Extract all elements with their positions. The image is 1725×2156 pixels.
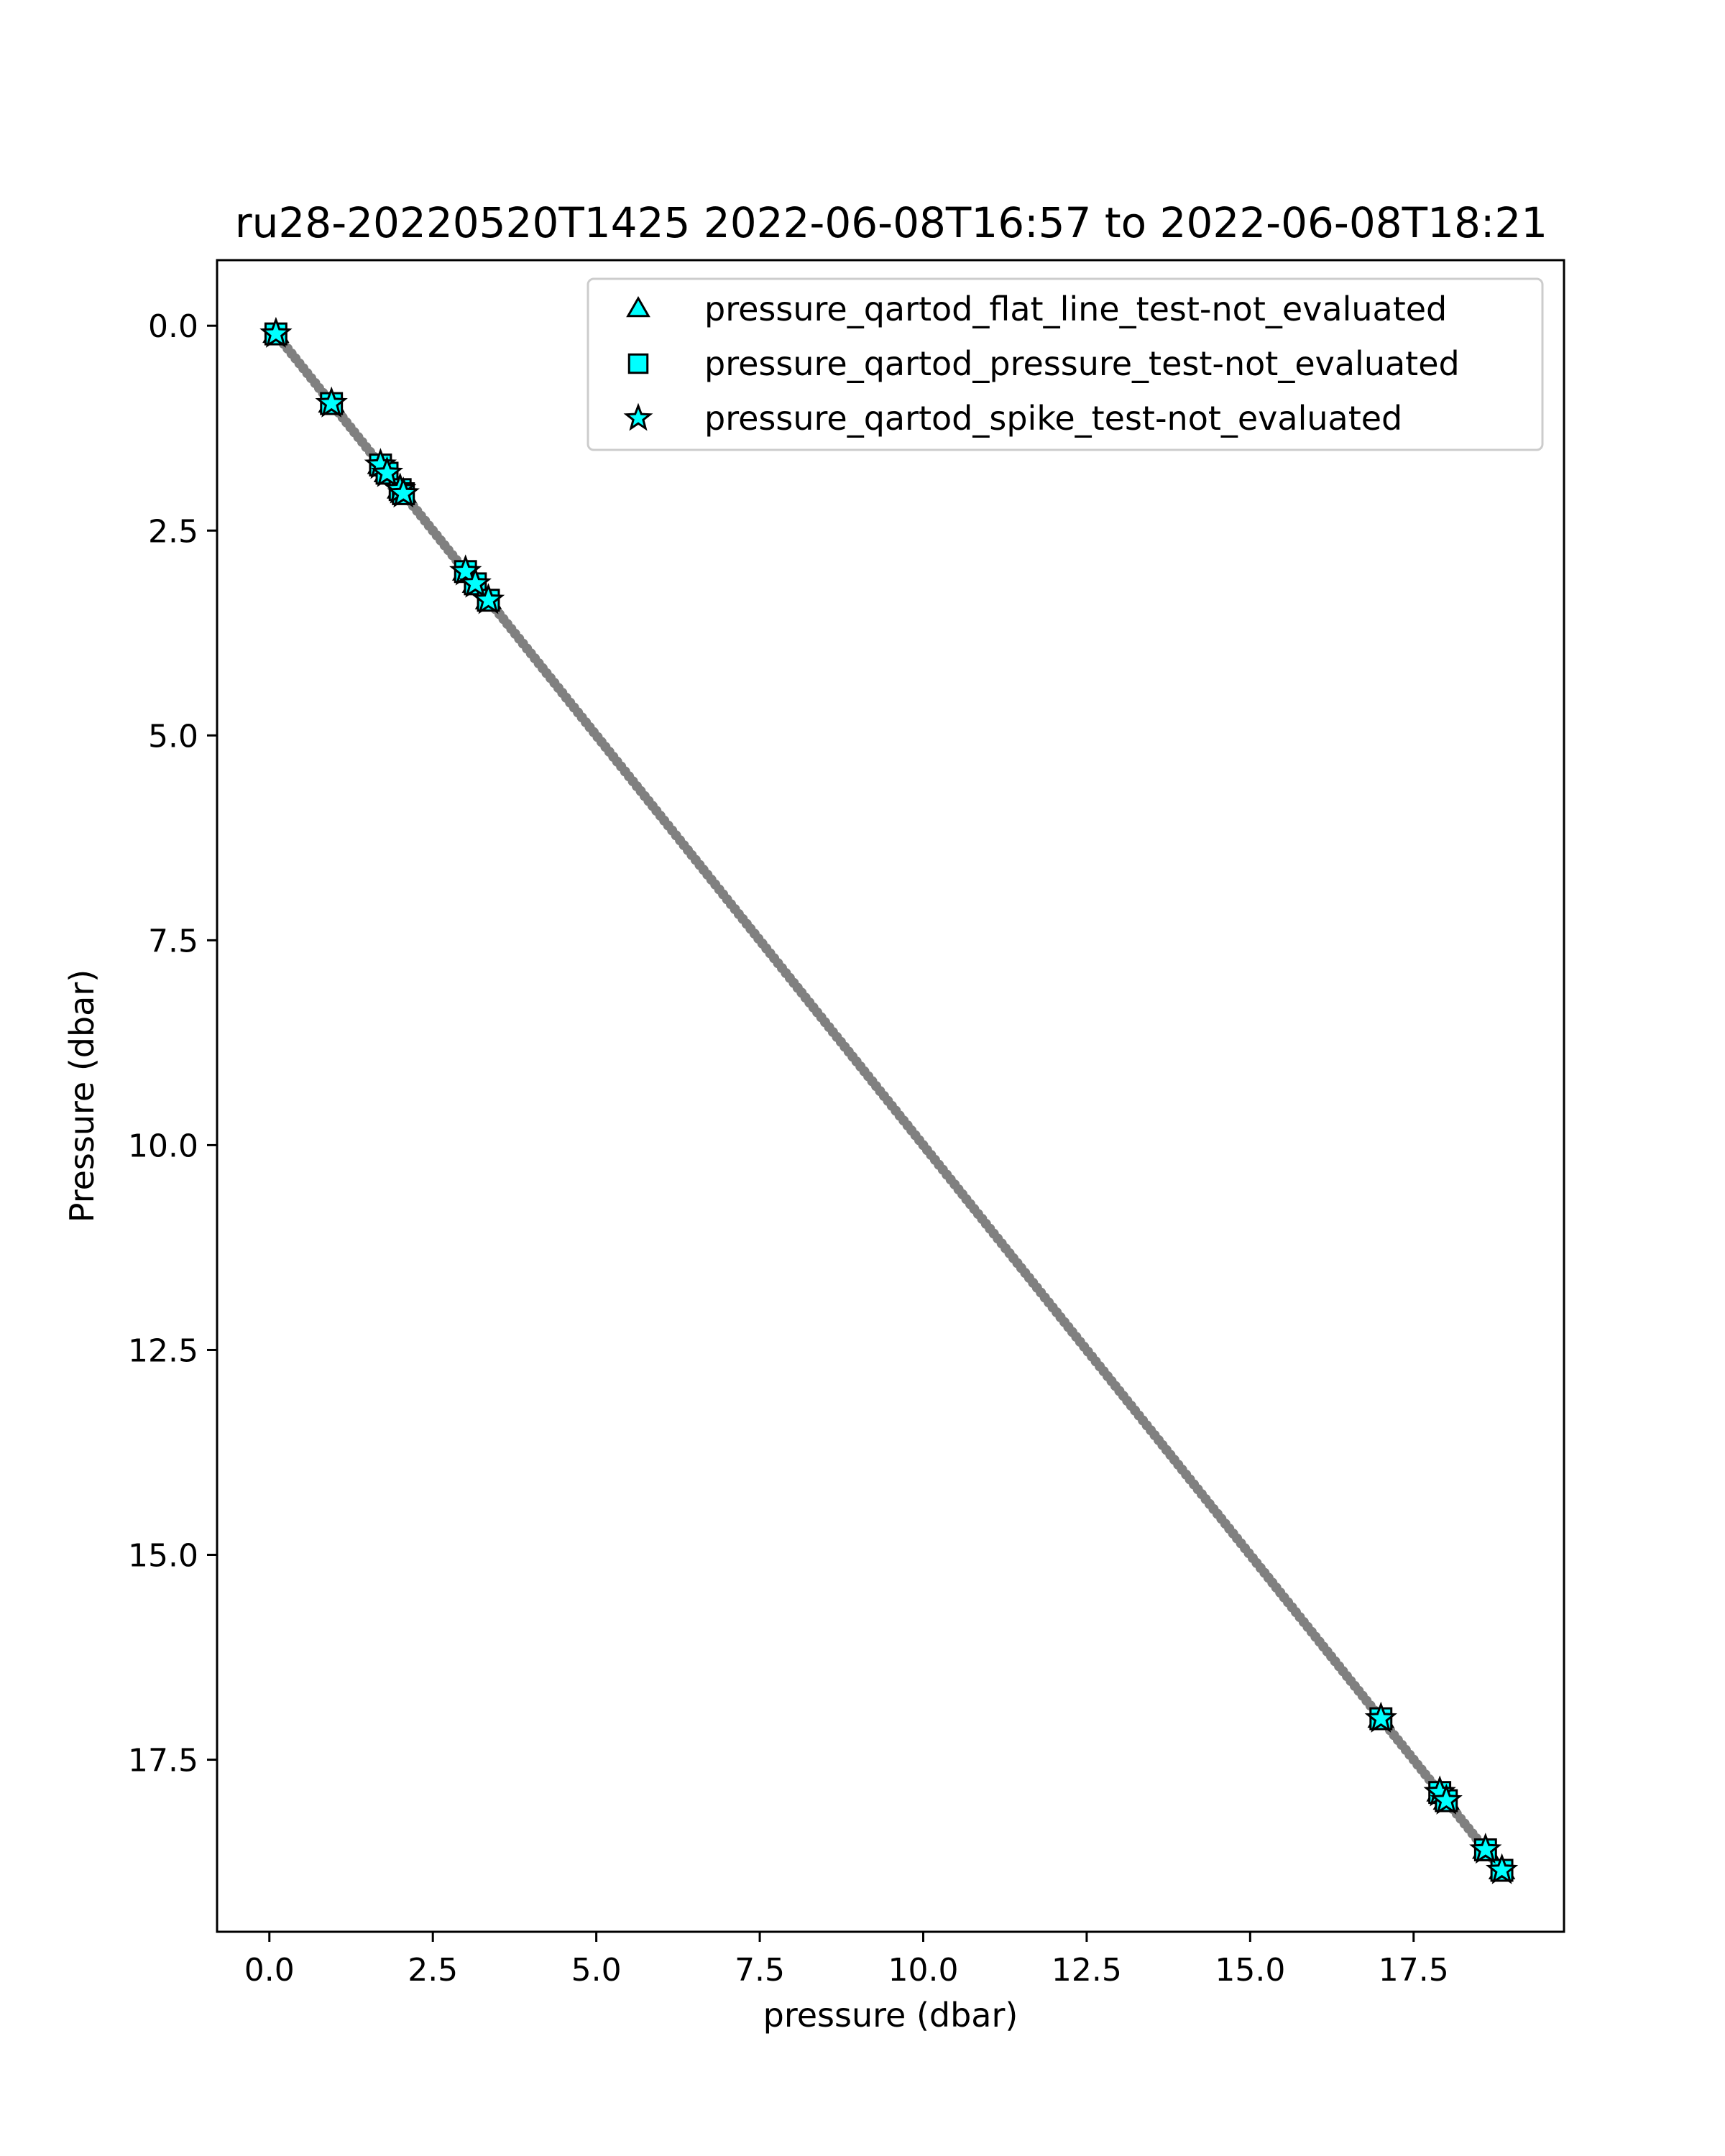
legend-box	[586, 277, 1544, 451]
x-tick-label: 10.0	[888, 1952, 959, 1989]
star-marker	[387, 476, 420, 508]
x-tick-label: 5.0	[571, 1952, 622, 1989]
legend-label: pressure_qartod_pressure_test-not_evalua…	[704, 344, 1460, 383]
legend-star-icon	[623, 402, 653, 431]
x-tick-label: 15.0	[1215, 1952, 1285, 1989]
y-tick-label: 0.0	[148, 308, 198, 345]
x-axis-label: pressure (dbar)	[763, 1996, 1018, 2035]
y-tick-label: 12.5	[128, 1332, 198, 1369]
x-tick-label: 12.5	[1052, 1952, 1122, 1989]
legend-label: pressure_qartod_spike_test-not_evaluated	[704, 399, 1402, 438]
star-marker	[472, 583, 505, 614]
x-tick-label: 0.0	[244, 1952, 295, 1989]
star-marker	[370, 456, 404, 487]
star-marker	[315, 386, 348, 418]
series-star	[259, 316, 1519, 1884]
star-marker	[459, 566, 492, 598]
x-tick-label: 17.5	[1379, 1952, 1449, 1989]
y-axis-label: Pressure (dbar)	[63, 969, 101, 1222]
y-tick-label: 10.0	[128, 1128, 198, 1164]
legend-label: pressure_qartod_flat_line_test-not_evalu…	[704, 290, 1447, 328]
y-axis: 0.0 2.5 5.0 7.5 10.0 12.5 15.0 17.5	[128, 308, 217, 1779]
star-marker	[449, 554, 482, 586]
y-tick-label: 17.5	[128, 1743, 198, 1779]
plot-frame	[216, 259, 1565, 1933]
x-tick-label: 7.5	[735, 1952, 785, 1989]
legend-square-icon	[627, 353, 649, 374]
x-axis: 0.0 2.5 5.0 7.5 10.0 12.5 15.0 17.5	[244, 1932, 1449, 1989]
star-marker	[259, 316, 293, 348]
plot-area	[259, 316, 1519, 1884]
star-marker	[1430, 1783, 1463, 1815]
y-tick-label: 7.5	[148, 923, 198, 959]
star-marker	[1364, 1701, 1397, 1733]
star-marker	[1469, 1833, 1502, 1864]
legend-triangle-icon	[626, 295, 650, 318]
y-tick-label: 5.0	[148, 718, 198, 755]
chart-title: ru28-20220520T1425 2022-06-08T16:57 to 2…	[235, 198, 1547, 247]
star-marker	[1485, 1853, 1519, 1884]
legend: pressure_qartod_flat_line_test-not_evalu…	[586, 277, 1544, 451]
y-tick-label: 15.0	[128, 1538, 198, 1575]
x-tick-label: 2.5	[408, 1952, 458, 1989]
y-tick-label: 2.5	[148, 513, 198, 550]
